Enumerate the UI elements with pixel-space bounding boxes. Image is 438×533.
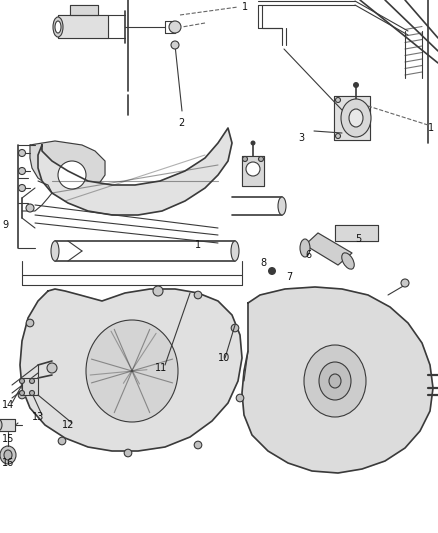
Circle shape (153, 286, 163, 296)
Polygon shape (22, 378, 38, 395)
Ellipse shape (231, 241, 239, 261)
Polygon shape (38, 128, 232, 215)
Text: 1: 1 (242, 2, 248, 12)
Ellipse shape (0, 419, 2, 431)
Circle shape (336, 98, 340, 102)
Text: 8: 8 (260, 258, 266, 268)
Polygon shape (335, 225, 378, 241)
Text: 7: 7 (286, 272, 292, 282)
Text: 1: 1 (428, 123, 434, 133)
Ellipse shape (51, 241, 59, 261)
Circle shape (26, 204, 34, 212)
Polygon shape (58, 15, 108, 38)
Circle shape (401, 279, 409, 287)
Circle shape (58, 161, 86, 189)
Text: 5: 5 (355, 234, 361, 244)
Text: 9: 9 (2, 220, 8, 230)
Text: 2: 2 (178, 118, 184, 128)
Ellipse shape (329, 374, 341, 388)
Circle shape (236, 394, 244, 402)
Ellipse shape (53, 17, 63, 37)
Ellipse shape (319, 362, 351, 400)
Circle shape (124, 449, 132, 457)
Polygon shape (0, 419, 15, 431)
Circle shape (18, 149, 25, 157)
Circle shape (231, 324, 239, 332)
Ellipse shape (300, 239, 310, 257)
Circle shape (26, 319, 34, 327)
Circle shape (29, 391, 35, 395)
Ellipse shape (278, 197, 286, 215)
Text: 3: 3 (298, 133, 304, 143)
Text: 14: 14 (2, 400, 14, 410)
Circle shape (243, 157, 247, 161)
Text: 15: 15 (2, 434, 14, 444)
Circle shape (268, 267, 276, 275)
Text: 1: 1 (195, 240, 201, 250)
Circle shape (258, 157, 264, 161)
Ellipse shape (0, 446, 16, 464)
Polygon shape (334, 96, 370, 140)
Ellipse shape (349, 109, 363, 127)
Polygon shape (70, 5, 98, 15)
Circle shape (29, 378, 35, 384)
Circle shape (58, 437, 66, 445)
Text: 12: 12 (62, 420, 74, 430)
Text: 6: 6 (305, 250, 311, 260)
Ellipse shape (4, 450, 12, 460)
Polygon shape (242, 287, 433, 473)
Ellipse shape (86, 320, 178, 422)
Text: 11: 11 (155, 363, 167, 373)
Ellipse shape (304, 345, 366, 417)
Circle shape (18, 184, 25, 191)
Circle shape (20, 391, 25, 395)
Circle shape (194, 441, 202, 449)
Text: 13: 13 (32, 412, 44, 422)
Circle shape (47, 363, 57, 373)
Circle shape (20, 378, 25, 384)
Circle shape (171, 41, 179, 49)
Polygon shape (242, 156, 264, 186)
Circle shape (251, 141, 255, 146)
Circle shape (18, 391, 26, 399)
Polygon shape (305, 233, 352, 265)
Ellipse shape (342, 253, 354, 269)
Polygon shape (20, 289, 242, 451)
Circle shape (194, 291, 202, 299)
Circle shape (18, 167, 25, 174)
Text: 16: 16 (2, 458, 14, 468)
Circle shape (169, 21, 181, 33)
Ellipse shape (55, 21, 61, 33)
Circle shape (246, 162, 260, 176)
Ellipse shape (341, 99, 371, 137)
Text: 10: 10 (218, 353, 230, 363)
Circle shape (353, 82, 359, 88)
Polygon shape (30, 141, 105, 193)
Circle shape (336, 133, 340, 139)
